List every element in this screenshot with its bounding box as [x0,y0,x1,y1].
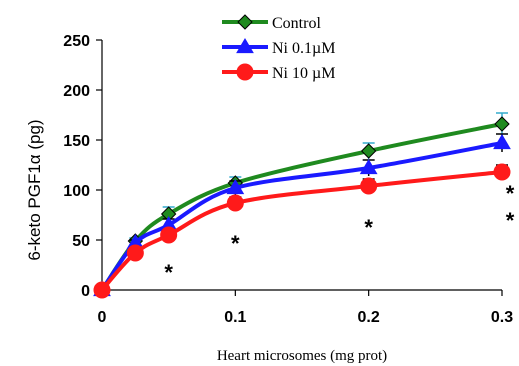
data-point-circle [493,163,511,181]
x-tick-label: 0 [98,309,107,326]
data-point-diamond [360,143,377,159]
y-tick-label: 250 [63,33,90,50]
data-point-triangle [236,38,254,54]
series-0 [94,112,510,298]
legend-label: Ni 0.1µM [272,40,335,57]
significance-marker: * [506,181,515,206]
data-point-triangle [493,134,511,150]
y-tick-label: 200 [63,83,90,100]
data-point-circle [226,194,244,212]
axes [96,39,503,296]
y-tick-label: 100 [63,183,90,200]
data-point-circle [236,63,254,81]
legend: Control Ni 0.1µM Ni 10 µM [222,14,335,82]
tick-labels: 0 50 100 150 200 250 0 0.1 0.2 0.3 [63,33,513,326]
significance-marker: * [164,260,173,285]
series-layer [93,112,511,299]
significance-marker: * [231,231,240,256]
annotations: ***** [164,181,514,285]
x-tick-label: 0.2 [358,309,380,326]
x-tick-label: 0.3 [491,309,513,326]
data-point-circle [93,281,111,299]
series-1 [93,133,511,297]
x-tick-label: 0.1 [224,309,246,326]
data-point-diamond [237,14,253,30]
data-point-circle [160,226,178,244]
data-point-triangle [226,179,245,195]
x-axis-label: Heart microsomes (mg prot) [217,348,387,364]
data-point-diamond [494,116,510,132]
legend-label: Ni 10 µM [272,65,335,82]
data-point-circle [360,177,378,195]
y-tick-label: 150 [63,133,90,150]
y-tick-label: 50 [72,233,90,250]
data-point-circle [126,244,144,262]
significance-marker: * [506,208,515,233]
series-2 [93,163,511,299]
y-axis-label: 6-keto PGF1α (pg) [25,119,44,260]
data-point-triangle [359,159,378,175]
significance-marker: * [364,215,373,240]
series-line [100,122,503,292]
legend-label: Control [272,15,321,32]
y-tick-label: 0 [81,283,90,300]
